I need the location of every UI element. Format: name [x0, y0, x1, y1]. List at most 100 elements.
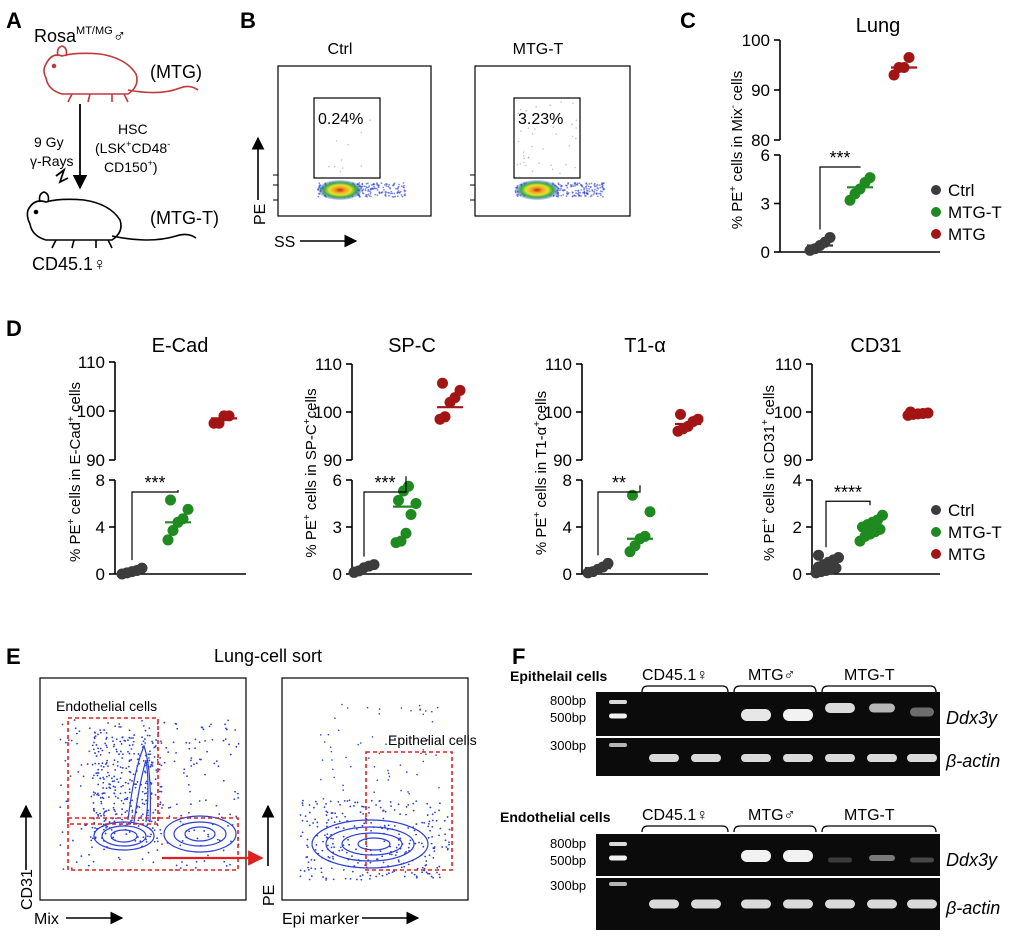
sort-dot	[405, 805, 408, 808]
sort-dot	[227, 825, 229, 827]
sort-dot	[75, 861, 78, 863]
flow-dot	[583, 187, 586, 190]
significance-bracket	[825, 500, 871, 548]
sort-dot	[121, 757, 124, 759]
sort-dot	[92, 817, 95, 820]
data-point-mtg-t	[400, 527, 412, 539]
sort-dot	[225, 727, 227, 730]
sort-dot	[356, 801, 359, 804]
sort-dot	[130, 748, 133, 750]
sort-dot	[388, 775, 391, 778]
sort-dot	[142, 836, 145, 839]
flow-dot	[574, 166, 576, 169]
sort-dot	[80, 764, 83, 766]
sort-dot	[387, 824, 390, 827]
sort-dot	[119, 750, 122, 753]
sort-dot	[229, 813, 232, 816]
flow-dot	[535, 105, 537, 108]
flow-dot	[367, 193, 370, 196]
flow-dot	[595, 192, 598, 195]
sort-dot	[422, 713, 425, 716]
sort-dot	[70, 739, 73, 742]
y-tick-label: 3	[333, 518, 342, 537]
y-tick-label: 4	[96, 518, 105, 537]
flow-dot	[559, 172, 561, 175]
sort-dot	[161, 807, 163, 809]
sort-dot	[105, 810, 108, 812]
sort-dot	[95, 772, 98, 775]
flow-dot	[386, 183, 388, 186]
flow-dot	[519, 108, 522, 111]
sort-dot	[316, 803, 318, 805]
flow-dot	[339, 170, 342, 173]
sort-dot	[143, 738, 146, 740]
flow-dot	[365, 182, 368, 185]
data-point-mtg-t	[162, 534, 174, 546]
sort-dot	[64, 741, 67, 744]
sort-dot	[147, 753, 150, 756]
sort-dot	[348, 843, 351, 846]
sort-dot	[112, 740, 114, 743]
sort-dot	[159, 801, 162, 804]
sort-dot	[113, 792, 116, 795]
sort-dot	[330, 846, 333, 849]
sort-dot	[78, 730, 81, 733]
flow-dot	[602, 188, 605, 191]
sort-dot	[113, 820, 116, 823]
sort-dot	[158, 812, 161, 815]
sort-dot	[204, 799, 207, 802]
sort-dot	[101, 792, 104, 795]
sort-dot	[128, 736, 131, 739]
sort-dot	[103, 814, 106, 817]
significance-label: **	[612, 473, 626, 493]
sort-dot	[131, 744, 134, 746]
sort-dot	[167, 751, 170, 754]
sort-dot	[308, 824, 311, 827]
sort-dot	[316, 834, 319, 837]
flow-dot	[328, 165, 330, 168]
sort-dot	[211, 738, 214, 741]
y-tick-label: 110	[78, 353, 105, 372]
sort-dot	[132, 737, 134, 739]
flow-dot	[335, 140, 338, 142]
sort-dot	[115, 738, 118, 741]
sort-dot	[193, 763, 195, 766]
sort-dot	[215, 804, 218, 807]
flow-dot	[516, 163, 519, 166]
sort-title: Lung-cell sort	[214, 646, 322, 666]
flow-dot	[577, 192, 579, 195]
sort-dot	[129, 820, 132, 822]
sort-dot	[142, 740, 145, 743]
chart-C: Lung % PE+ cells in Mix- cells 80 90 100 0 3 6 *…	[728, 15, 1002, 262]
sort-dot	[90, 839, 93, 842]
flow-dot	[515, 194, 518, 196]
sort-dot	[114, 795, 117, 798]
sort-dot	[428, 822, 430, 825]
sort-dot	[127, 782, 130, 785]
sort-dot	[400, 789, 402, 792]
sort-dot	[140, 815, 143, 817]
sort-dot	[234, 729, 237, 731]
flow-dot	[367, 190, 369, 192]
flow-dot	[523, 157, 525, 160]
sort-dot	[342, 835, 345, 838]
sort-dot	[368, 806, 370, 809]
chart-title: E-Cad	[152, 335, 209, 357]
sort-dot	[128, 759, 131, 762]
flow-plot-ctrl	[277, 65, 432, 217]
flow-dot	[397, 186, 399, 189]
sort-dot	[431, 813, 434, 816]
sort-dot	[203, 860, 206, 862]
flow-dot	[341, 167, 344, 169]
sort-dot	[306, 846, 309, 849]
flow-dot	[587, 185, 590, 188]
sort-dot	[91, 777, 94, 779]
sort-dot	[301, 802, 304, 804]
sort-dot	[87, 864, 90, 867]
sort-dot	[115, 813, 118, 815]
flow-title-mtgt: MTG-T	[513, 41, 564, 58]
sort-dot	[331, 812, 334, 814]
sort-dot	[91, 837, 94, 840]
flow-dot	[396, 195, 399, 198]
sort-dot	[425, 753, 427, 756]
